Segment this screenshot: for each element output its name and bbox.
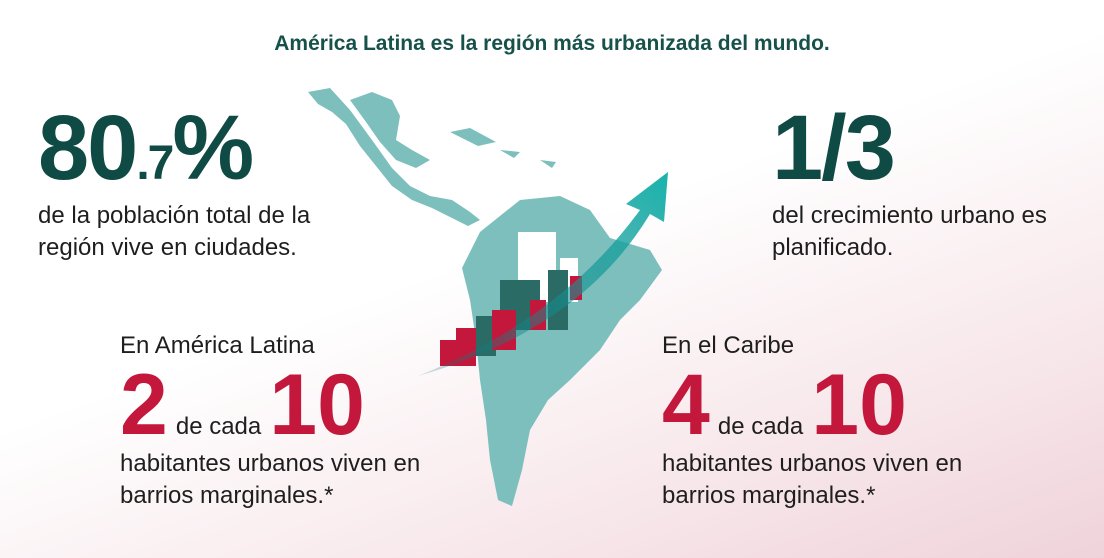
stat-description: habitantes urbanos viven en barrios marg… [120, 450, 421, 509]
stat-description: del crecimiento urbano es planificado. [772, 202, 1047, 261]
stat-connector: de cada [175, 413, 262, 440]
stat-total: 10 [811, 357, 907, 453]
title: América Latina es la región más urbaniza… [274, 32, 830, 55]
stat-block: 80.7% de la población total de la región… [38, 102, 358, 264]
stat-intro: En América Latina [120, 332, 315, 359]
stat-block: 1/3 del crecimiento urbano es planificad… [772, 102, 1062, 264]
growth-arrow [418, 172, 668, 376]
stat-block: En América Latina 2 de cada 10 habitante… [120, 330, 430, 512]
stat-main: 80 [38, 97, 138, 199]
stat-total: 10 [269, 357, 365, 453]
stat-intro: En el Caribe [662, 332, 795, 359]
stat-number: 4 [662, 357, 710, 453]
stat-connector: de cada [717, 413, 804, 440]
stat-main: 1/3 [772, 97, 896, 199]
stat-number: 2 [120, 357, 168, 453]
stat-unit: % [172, 97, 254, 199]
stat-description: habitantes urbanos viven en barrios marg… [662, 450, 963, 509]
stat-description: de la población total de la región vive … [38, 202, 311, 261]
stat-decimal: .7 [136, 137, 174, 190]
stat-block: En el Caribe 4 de cada 10 habitantes urb… [662, 330, 972, 512]
